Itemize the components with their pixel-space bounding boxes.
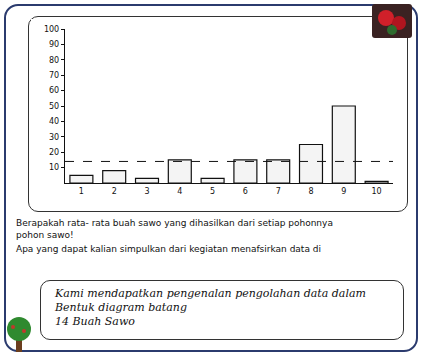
svg-text:30: 30 (49, 133, 59, 142)
svg-text:1: 1 (79, 187, 84, 196)
html-text:Bentuk diagram batang: Bentuk diagram batang (55, 301, 187, 314)
svg-text:60: 60 (49, 86, 59, 95)
svg-text:50: 50 (49, 102, 59, 111)
html-text:Kami mendapatkan pengenalan pe: Kami mendapatkan pengenalan pengolahan d… (55, 287, 366, 300)
svg-text:40: 40 (49, 117, 59, 126)
svg-text:9: 9 (341, 187, 346, 196)
svg-text:90: 90 (49, 40, 59, 49)
svg-text:20: 20 (49, 148, 59, 157)
html-text:14 Buah Sawo: 14 Buah Sawo (55, 315, 135, 328)
html-text:Berapakah rata- rata buah sawo: Berapakah rata- rata buah sawo yang diha… (16, 218, 333, 228)
html-text:Apa yang dapat kalian simpulka: Apa yang dapat kalian simpulkan dari keg… (16, 244, 321, 254)
svg-text:10: 10 (49, 163, 59, 172)
svg-text:70: 70 (49, 71, 59, 80)
svg-text:4: 4 (177, 187, 182, 196)
svg-text:8: 8 (308, 187, 313, 196)
html-text:pohon sawo!: pohon sawo! (16, 230, 74, 240)
svg-text:7: 7 (276, 187, 281, 196)
svg-text:6: 6 (243, 187, 248, 196)
svg-text:5: 5 (210, 187, 215, 196)
svg-text:10: 10 (372, 187, 382, 196)
svg-text:2: 2 (112, 187, 117, 196)
svg-text:100: 100 (44, 25, 59, 34)
svg-text:80: 80 (49, 56, 59, 65)
svg-text:3: 3 (144, 187, 149, 196)
